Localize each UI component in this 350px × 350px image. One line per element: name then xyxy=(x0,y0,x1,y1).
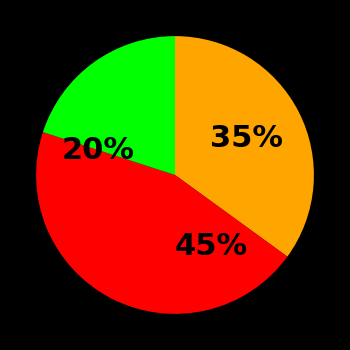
Wedge shape xyxy=(36,132,287,314)
Text: 45%: 45% xyxy=(175,232,248,261)
Wedge shape xyxy=(43,36,175,175)
Wedge shape xyxy=(175,36,314,257)
Text: 20%: 20% xyxy=(62,135,135,164)
Text: 35%: 35% xyxy=(210,124,283,153)
